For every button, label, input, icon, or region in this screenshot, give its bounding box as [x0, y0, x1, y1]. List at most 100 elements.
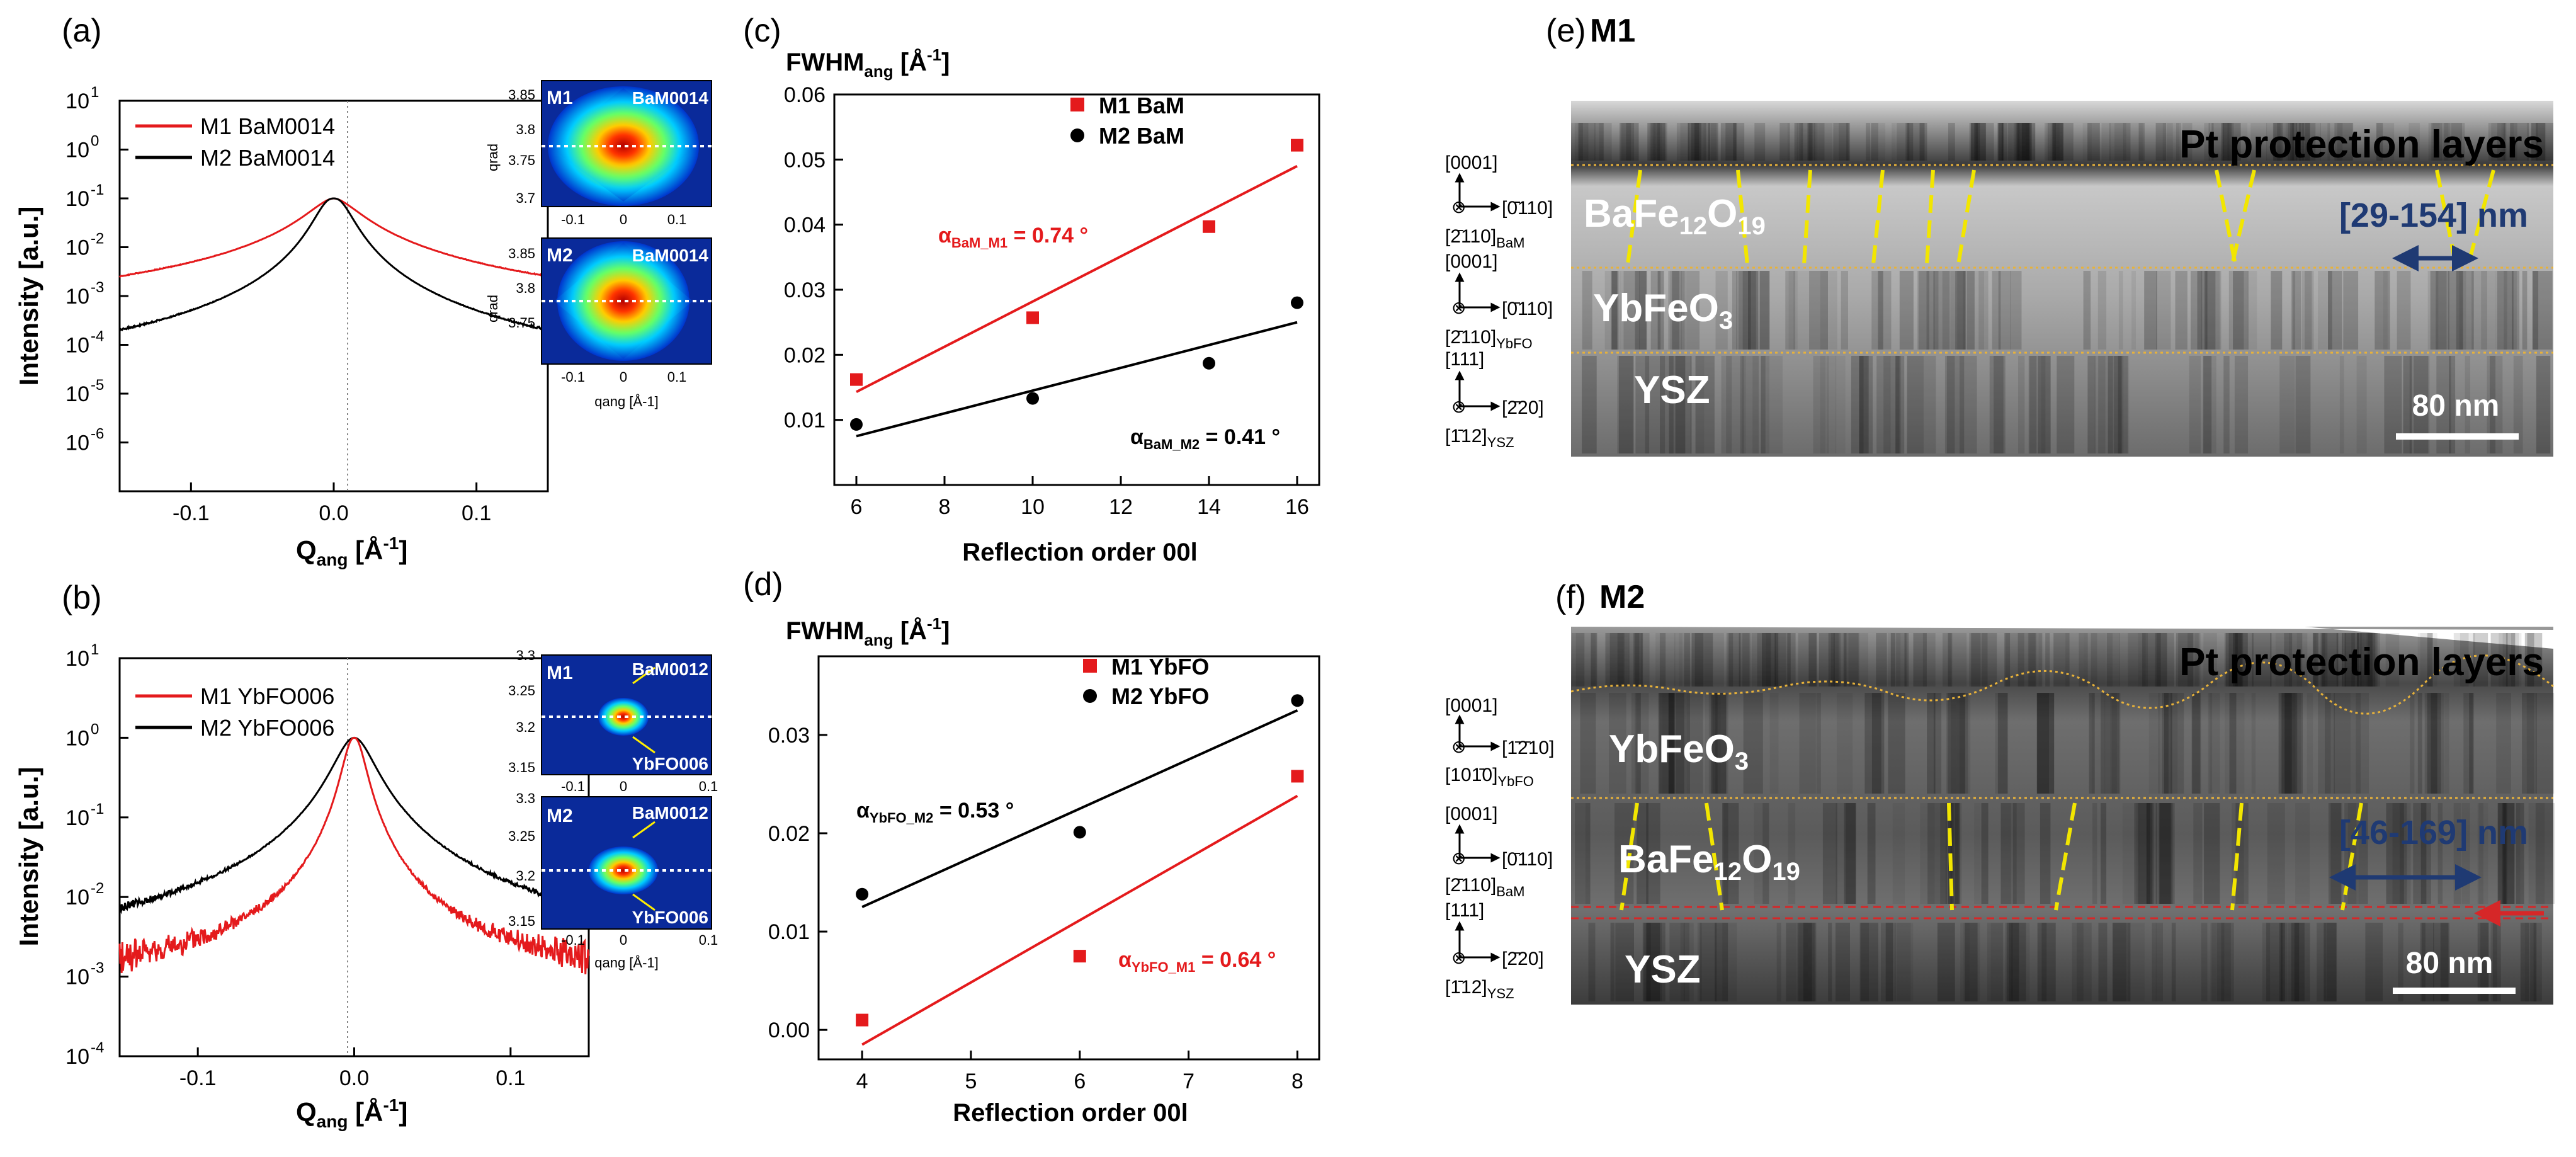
tem-texture-column — [2176, 633, 2193, 687]
tem-texture-column — [1754, 803, 1769, 904]
tem-texture-column — [2536, 123, 2554, 161]
tem-texture-column — [2277, 123, 2283, 161]
orient-e1-up: [0001] — [1445, 152, 1497, 173]
tem-texture-column — [2109, 123, 2124, 161]
tem-texture-column — [1888, 633, 1901, 687]
inset-b-bot-pointer-a — [632, 821, 655, 839]
tem-texture-column — [2114, 123, 2126, 161]
orient-f1-down: [101̄0]YbFO — [1445, 765, 1534, 789]
tem-texture-column — [1881, 923, 1896, 1001]
tem-texture-column — [1819, 633, 1835, 687]
tem-texture-column — [2191, 271, 2203, 350]
tem-m1-orientation-1: [0001] ⊗ [0̄110] [2̄110]BaM — [1445, 152, 1553, 251]
tem-texture-column — [2222, 123, 2231, 161]
inset-a-bot-xlabel: qang [Å-1] — [594, 394, 659, 409]
tem-texture-column — [2296, 123, 2310, 161]
tem-texture-column — [2171, 923, 2176, 1001]
tem-texture-column — [2504, 123, 2517, 161]
tem-texture-column — [1715, 271, 1728, 350]
tem-texture-column — [1591, 633, 1597, 687]
tem-texture-column — [1697, 923, 1702, 1001]
fit-line-m2-bam — [856, 321, 1298, 438]
tem-texture-column — [2495, 271, 2507, 350]
tem-texture-column — [2146, 803, 2150, 904]
inset-b-bot-reflection: BaM0012 — [632, 803, 708, 823]
tem-texture-column — [1883, 356, 1891, 453]
tem-texture-column — [2318, 693, 2331, 794]
tem-texture-column — [1722, 803, 1739, 904]
tem-texture-column — [2530, 923, 2536, 1001]
tem-texture-column — [2533, 271, 2539, 350]
tem-texture-column — [1992, 271, 2001, 350]
tem-texture-column — [1694, 633, 1713, 687]
tem-texture-column — [1830, 633, 1839, 687]
tem-texture-column — [2029, 633, 2036, 687]
tem-texture-column — [2526, 693, 2534, 794]
tem-texture-column — [2440, 923, 2449, 1001]
tem-texture-column — [1896, 123, 1910, 161]
tem-m2-protection-label: Pt protection layers — [2179, 641, 2544, 684]
tem-texture-column — [2274, 123, 2283, 161]
panel-c-annot-m2: αBaM_M2 = 0.41 ° — [1130, 425, 1280, 452]
panel-c: (c) FWHMang [Å-1] 6 8 10 12 14 16 0.01 0.02 0.03… — [743, 13, 1320, 566]
orient-f3-otimes: ⊗ — [1451, 948, 1466, 967]
ytick-label: 0.01 — [784, 409, 826, 433]
tem-texture-column — [1642, 923, 1660, 1001]
tem-texture-column — [1757, 633, 1776, 687]
tem-texture-column — [1618, 356, 1634, 453]
tem-texture-column — [1960, 923, 1980, 1001]
tem-texture-column — [2101, 123, 2111, 161]
data-point-m2-ybfo — [1073, 826, 1086, 839]
panel-a-ylabel: Intensity [a.u.] — [14, 207, 43, 386]
tem-texture-column — [2284, 693, 2301, 794]
tem-texture-column — [2018, 356, 2025, 453]
tem-texture-column — [1836, 923, 1850, 1001]
tem-texture-column — [1798, 633, 1816, 687]
tem-texture-column — [1950, 271, 1966, 350]
panel-a-xticks: -0.1 0.0 0.1 — [173, 482, 491, 525]
tem-texture-column — [1794, 123, 1803, 161]
tem-texture-column — [2490, 633, 2508, 687]
tem-texture-column — [2322, 633, 2339, 687]
inset-a-bot-reflection: BaM0014 — [632, 246, 709, 265]
tem-texture-column — [1974, 123, 1987, 161]
inset-a-bot-tag: M2 — [547, 245, 573, 266]
data-point-m2-bam — [850, 418, 863, 431]
panel-c-marks — [850, 139, 1303, 438]
tem-texture-column — [1863, 356, 1868, 453]
tem-texture-column — [2176, 123, 2182, 161]
tem-texture-column — [1690, 356, 1705, 453]
tem-texture-column — [2203, 356, 2212, 453]
tem-texture-column — [1822, 803, 1837, 904]
inset-b-top-pointer-b — [632, 736, 655, 754]
tem-texture-column — [2045, 123, 2050, 161]
tem-texture-column — [2223, 356, 2230, 453]
tem-texture-column — [2522, 693, 2537, 794]
tem-texture-column — [1712, 693, 1718, 794]
fit-line-m1-ybfo — [861, 794, 1298, 1046]
tem-texture-column — [1905, 123, 1914, 161]
tem-m2-orientation-1: [0001] ⊗ [1̄2̄10] [101̄0]YbFO — [1445, 695, 1554, 789]
panel-d-legend-marker-m1 — [1083, 659, 1097, 673]
tem-texture-column — [1866, 123, 1870, 161]
orient-f1-right: [1̄2̄10] — [1502, 738, 1554, 758]
tem-texture-column — [2016, 123, 2036, 161]
orient-e2-right: [0̄110] — [1502, 299, 1553, 319]
tem-texture-column — [2299, 123, 2316, 161]
tem-m2-layer-ysz: YSZ — [1625, 948, 1701, 991]
tem-texture-column — [2089, 693, 2095, 794]
tem-texture-column — [2291, 923, 2305, 1001]
tem-texture-column — [2531, 123, 2546, 161]
tem-texture-column — [1645, 356, 1665, 453]
tem-texture-column — [1779, 123, 1790, 161]
tem-texture-column — [2284, 693, 2303, 794]
tem-texture-column — [1680, 923, 1685, 1001]
tem-texture-column — [1859, 356, 1873, 453]
tem-texture-column — [1846, 803, 1856, 904]
tem-texture-column — [2478, 803, 2483, 904]
fit-line-m1-bam — [856, 164, 1298, 394]
tem-texture-column — [1639, 271, 1647, 350]
tem-texture-column — [2456, 271, 2474, 350]
tem-texture-column — [1715, 693, 1728, 794]
